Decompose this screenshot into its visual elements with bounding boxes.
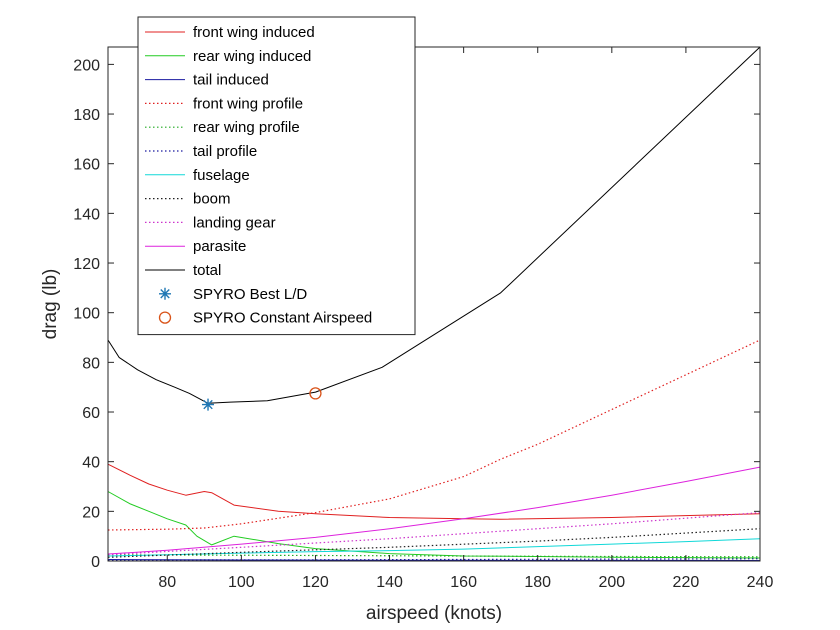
series-line-front-wing-induced: [107, 463, 761, 520]
legend: front wing induced rear wing induced tail …: [137, 16, 416, 336]
marker-spyro-constant-airspeed: [309, 387, 322, 400]
legend-swatch-spyro-best-l-d: [159, 287, 171, 300]
series-line-rear-wing-profile: [107, 554, 761, 558]
axes-layer: [107, 46, 761, 562]
x-tick-label: 240: [747, 574, 774, 591]
series-line-boom: [107, 528, 761, 558]
legend-label-tail-induced: tail induced: [193, 72, 269, 89]
y-tick-label: 100: [73, 306, 100, 323]
y-tick-label: 160: [73, 157, 100, 174]
legend-label-parasite: parasite: [193, 238, 246, 255]
y-tick-label: 40: [82, 455, 100, 472]
legend-swatch-spyro-constant-airspeed: [158, 311, 172, 324]
x-tick-label: 120: [302, 574, 329, 591]
legend-label-total: total: [193, 262, 221, 279]
legend-label-front-wing-induced: front wing induced: [193, 24, 315, 41]
legend-label-fuselage: fuselage: [193, 167, 250, 184]
series-line-parasite: [107, 466, 761, 555]
y-tick-label: 60: [82, 405, 100, 422]
y-axis-title: drag (lb): [40, 269, 61, 340]
y-tick-label: 0: [91, 554, 100, 571]
legend-label-boom: boom: [193, 191, 231, 208]
y-tick-label: 140: [73, 206, 100, 223]
y-tick-label: 20: [82, 504, 100, 521]
x-axis-title: airspeed (knots): [366, 603, 502, 624]
y-tick-label: 180: [73, 107, 100, 124]
series-layer: [107, 46, 761, 561]
series-line-tail-profile: [107, 558, 761, 561]
marker-spyro-best-l-d: [202, 398, 215, 411]
axes-box: [107, 46, 761, 562]
legend-box: [137, 16, 416, 336]
legend-label-spyro-best-l-d: SPYRO Best L/D: [193, 286, 307, 303]
legend-label-spyro-constant-airspeed: SPYRO Constant Airspeed: [193, 310, 372, 327]
x-tick-label: 160: [450, 574, 477, 591]
x-tick-label: 220: [673, 574, 700, 591]
x-tick-label: 140: [376, 574, 403, 591]
y-tick-label: 120: [73, 256, 100, 273]
legend-label-tail-profile: tail profile: [193, 143, 257, 160]
legend-label-rear-wing-profile: rear wing profile: [193, 119, 300, 136]
legend-label-rear-wing-induced: rear wing induced: [193, 48, 311, 65]
x-tick-label: 180: [524, 574, 551, 591]
y-tick-label: 200: [73, 57, 100, 74]
x-tick-label: 100: [228, 574, 255, 591]
series-line-landing-gear: [107, 512, 761, 556]
x-tick-label: 200: [598, 574, 625, 591]
x-tick-label: 80: [158, 574, 176, 591]
legend-label-landing-gear: landing gear: [193, 214, 276, 231]
y-tick-label: 80: [82, 355, 100, 372]
legend-label-front-wing-profile: front wing profile: [193, 95, 303, 112]
